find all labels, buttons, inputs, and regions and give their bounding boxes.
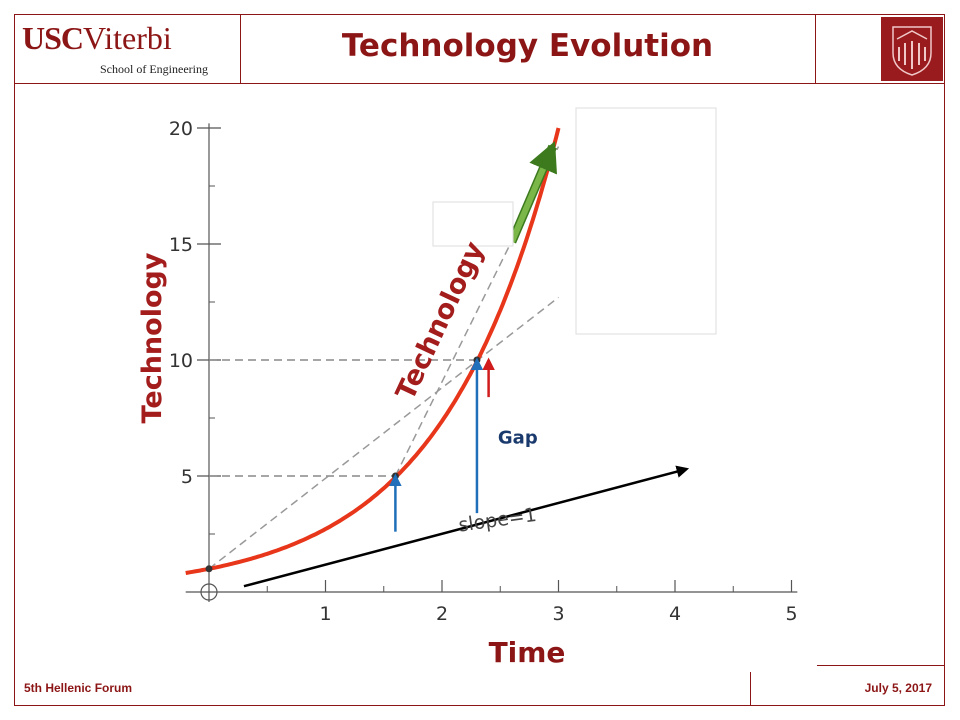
x-tick-label: 4 [669,603,681,625]
logo-subtitle: School of Engineering [100,62,208,76]
footer-date: July 5, 2017 [864,681,932,695]
x-tick-label: 3 [552,603,564,625]
placeholder-box-large [575,107,717,335]
y-tick-label: 20 [169,118,193,140]
x-axis-label: Time [489,636,566,669]
y-tick-label: 10 [169,350,193,372]
y-tick-label: 15 [169,234,193,256]
slope-label: slope=1 [457,504,538,537]
origin-marker [200,583,218,601]
y-tick-label: 5 [181,466,193,488]
y-axis-label: Technology [137,252,168,423]
x-tick-label: 2 [436,603,448,625]
placeholder-box-small [432,201,514,247]
x-tick-label: 5 [785,603,797,625]
gap-label: Gap [498,428,538,449]
footer-divider [750,672,751,706]
header-divider-left [240,14,241,83]
x-tick-label: 1 [319,603,331,625]
growth-arrow [509,141,558,243]
usc-seal-icon [881,17,943,81]
tangent-line [208,296,559,570]
logo-viterbi: Viterbi [83,20,172,56]
header-divider-right [815,14,816,83]
slide-frame [14,14,945,706]
curve-label: Technology [390,237,490,405]
slide-title: Technology Evolution [341,28,714,64]
linear-trend-arrow [243,465,690,588]
logo-usc: USC [22,20,84,56]
footer-rule [817,665,945,666]
usc-viterbi-logo: USCViterbi [22,20,172,57]
header-rule [14,83,945,84]
footer-event: 5th Hellenic Forum [24,681,133,695]
data-point [205,565,213,573]
series-line-technology [185,127,561,575]
